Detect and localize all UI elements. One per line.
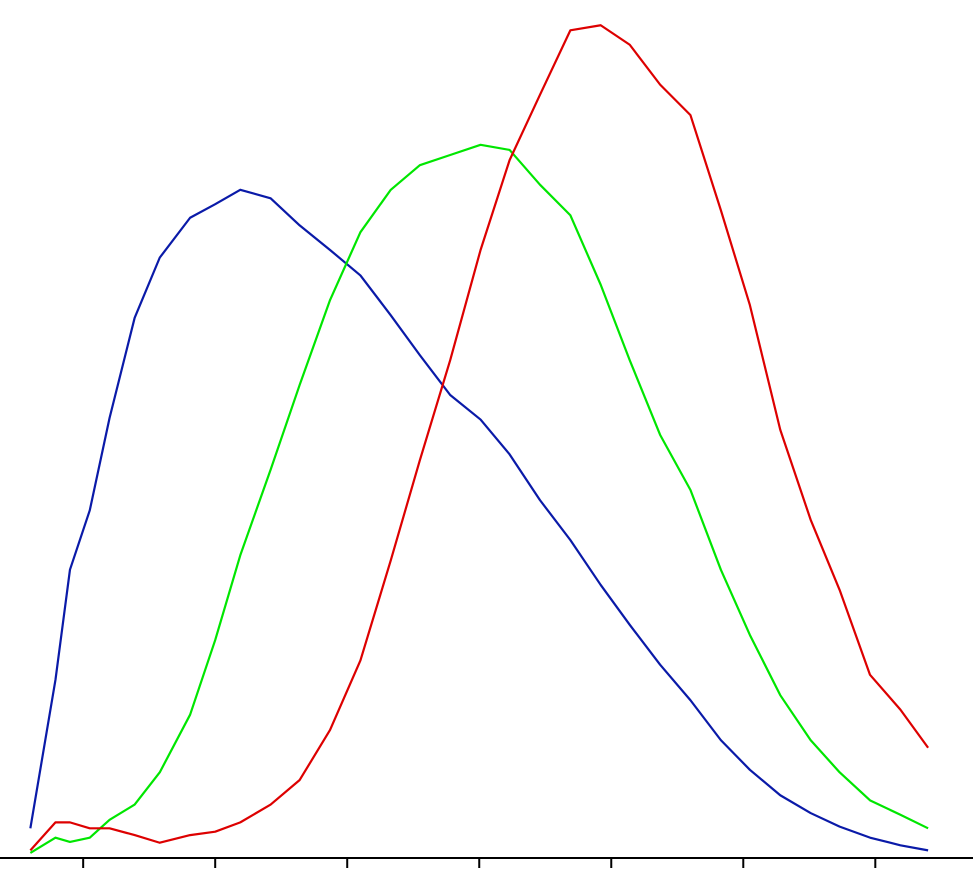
series-line <box>29 143 929 854</box>
series-line <box>29 24 929 852</box>
series-line <box>29 188 929 852</box>
